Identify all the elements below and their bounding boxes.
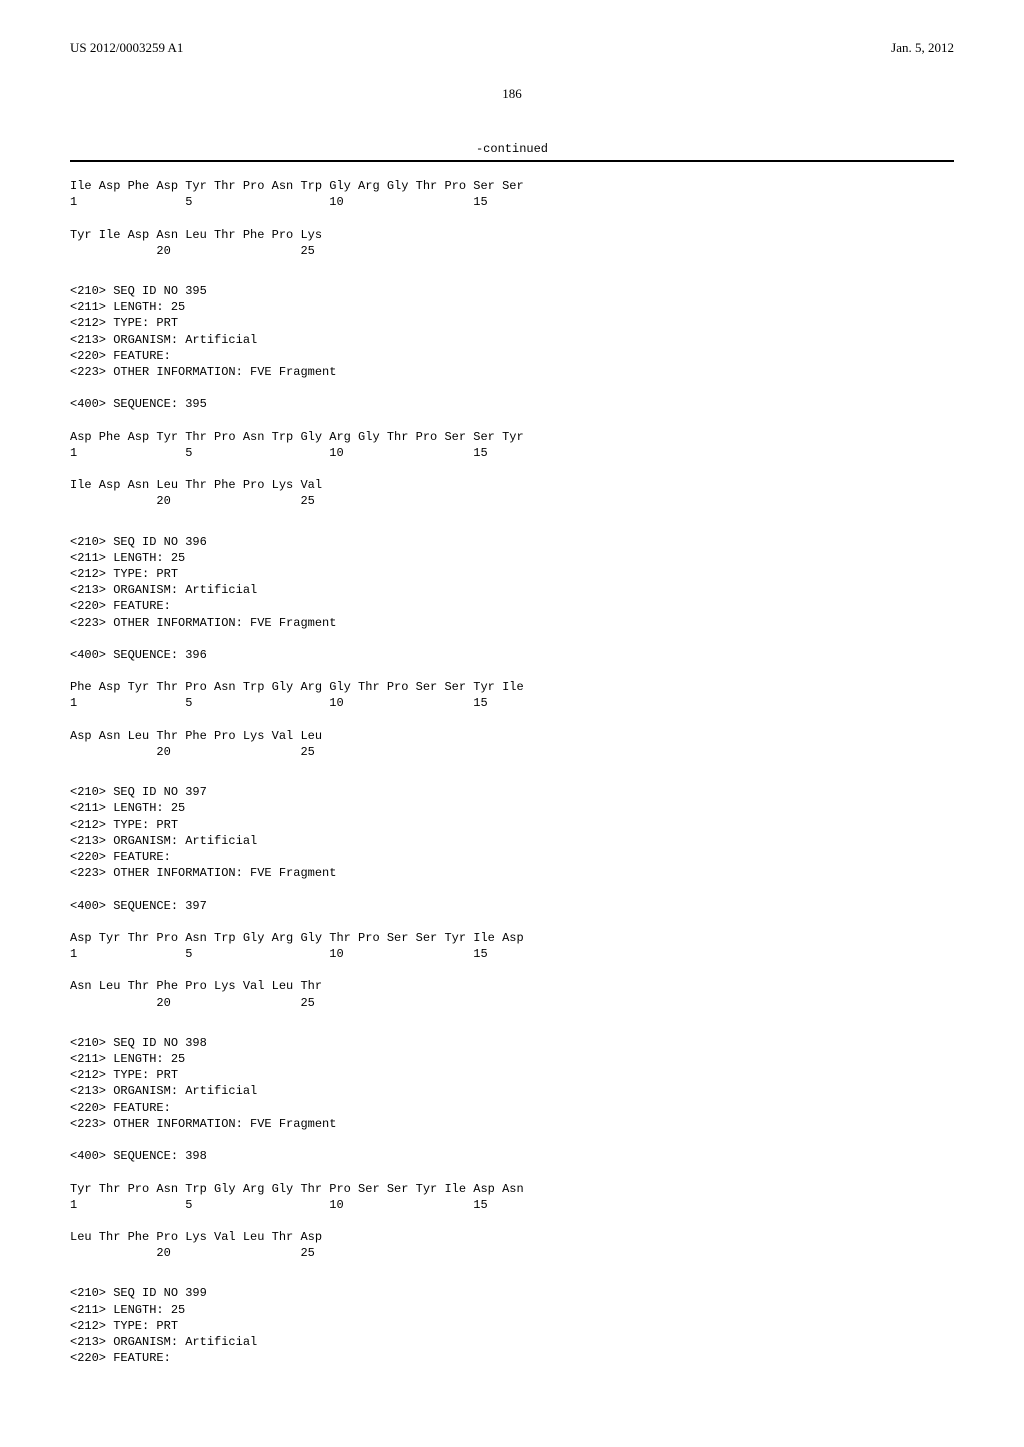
application-number: US 2012/0003259 A1 [70,40,183,56]
sequence-block: <210> SEQ ID NO 398 <211> LENGTH: 25 <21… [70,1035,954,1262]
sequence-block: <210> SEQ ID NO 396 <211> LENGTH: 25 <21… [70,534,954,761]
page-header: US 2012/0003259 A1 Jan. 5, 2012 [70,40,954,56]
sequence-listing: Ile Asp Phe Asp Tyr Thr Pro Asn Trp Gly … [70,178,954,1383]
continued-label: -continued [70,142,954,156]
horizontal-rule [70,160,954,162]
sequence-block: Ile Asp Phe Asp Tyr Thr Pro Asn Trp Gly … [70,178,954,259]
sequence-block: <210> SEQ ID NO 397 <211> LENGTH: 25 <21… [70,784,954,1011]
publication-date: Jan. 5, 2012 [891,40,954,56]
sequence-block: <210> SEQ ID NO 399 <211> LENGTH: 25 <21… [70,1285,954,1382]
page-number: 186 [70,86,954,102]
sequence-block: <210> SEQ ID NO 395 <211> LENGTH: 25 <21… [70,283,954,510]
